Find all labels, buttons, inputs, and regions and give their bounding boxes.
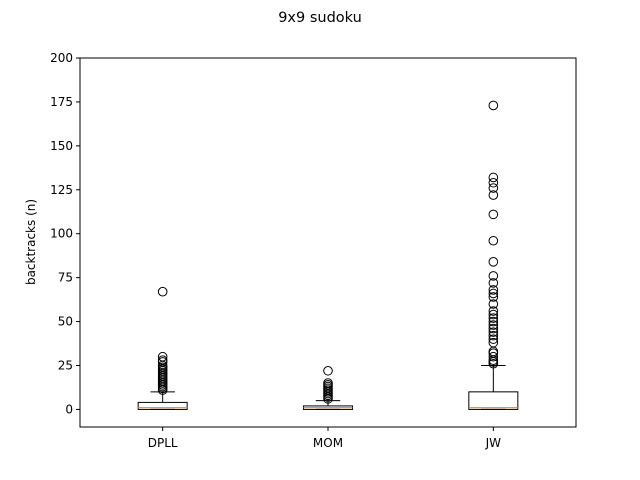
x-tick-label: MOM [313,436,343,450]
outlier-point [488,323,499,334]
y-tick-label: 175 [50,95,73,109]
outlier-point [488,330,499,341]
y-tick-label: 150 [50,139,73,153]
outlier-point [488,309,499,320]
x-tick-label: JW [485,436,502,450]
x-axis-ticks: DPLL MOM JW [148,427,501,450]
outlier-point [488,183,499,193]
outlier-point [323,365,333,376]
outlier-point [488,278,499,288]
box-mom [303,365,353,410]
y-tick-label: 25 [58,359,73,373]
outlier-point [488,257,499,267]
box-jw [468,100,519,410]
outlier-point [157,286,168,297]
y-tick-label: 100 [50,227,73,241]
outlier-point [488,271,499,281]
y-tick-label: 200 [50,51,73,65]
outlier-point [488,190,499,200]
outlier-point [488,299,499,309]
plot-frame [79,57,577,428]
outlier-point [157,351,168,362]
outlier-point [488,209,499,220]
outlier-point [488,337,499,348]
box-body [468,391,519,410]
outlier-point [488,327,499,337]
outlier-point [488,235,499,246]
outlier-point [488,313,499,323]
outlier-point [157,355,168,366]
outlier-point [488,351,499,362]
outlier-point [488,334,499,344]
box-dpll [137,286,188,410]
outlier-point [488,177,499,188]
x-tick-label: DPLL [148,436,178,450]
y-tick-label: 50 [58,315,73,329]
outlier-point [488,100,499,111]
outlier-point [488,172,499,183]
outlier-point [488,285,499,295]
outlier-point [488,288,499,299]
outlier-point [488,306,499,316]
outlier-point [323,378,333,388]
box-body [137,401,188,410]
outlier-point [488,320,499,330]
outlier-point [488,316,499,327]
y-axis-ticks: 0 25 50 75 100 125 150 175 200 [50,51,80,416]
chart-title: 9x9 sudoku [278,10,362,26]
y-tick-label: 125 [50,183,73,197]
y-axis-label: backtracks (n) [24,199,38,285]
y-tick-label: 75 [58,271,73,285]
y-tick-label: 0 [65,402,73,416]
outlier-point [488,292,499,302]
plot-marks [137,100,519,410]
